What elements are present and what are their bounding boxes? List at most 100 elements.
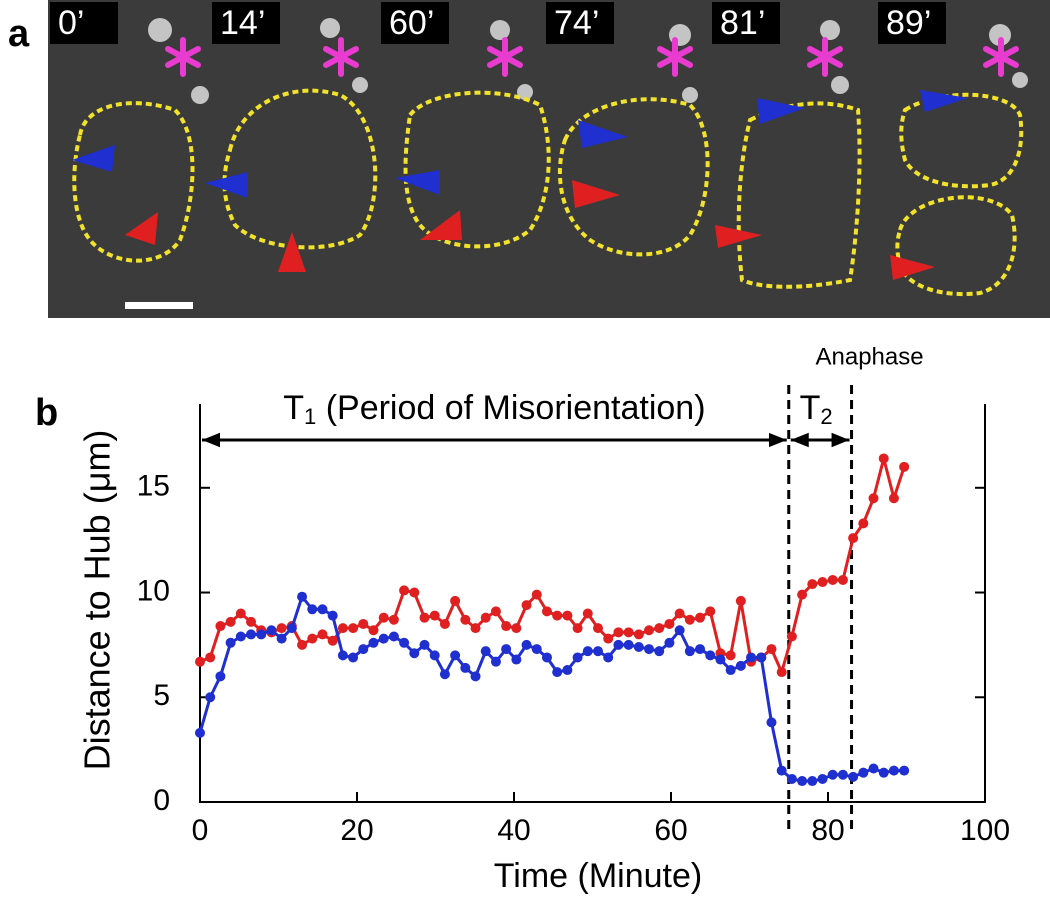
data-point — [490, 656, 501, 667]
y-tick-label: 0 — [153, 784, 170, 817]
data-point — [746, 652, 757, 663]
data-point — [878, 453, 889, 464]
frame-time: 0’ — [58, 4, 84, 42]
data-point — [725, 665, 736, 676]
data-point — [817, 577, 828, 588]
data-point — [807, 776, 818, 787]
data-point — [307, 633, 318, 644]
data-point — [358, 618, 369, 629]
annotation-part: T — [283, 389, 304, 427]
data-point — [541, 606, 552, 617]
data-point — [368, 637, 379, 648]
frame-time: 89’ — [886, 4, 931, 42]
data-point — [848, 771, 859, 782]
data-point — [552, 667, 563, 678]
data-point — [674, 625, 685, 636]
data-point — [858, 767, 869, 778]
y-tick-label: 5 — [153, 679, 170, 712]
data-point — [419, 612, 430, 623]
annotation-part: T — [800, 389, 821, 427]
data-point — [541, 652, 552, 663]
data-point — [817, 773, 828, 784]
data-point — [348, 623, 359, 634]
x-tick-label: 20 — [340, 814, 373, 847]
panel-label: a — [8, 13, 30, 55]
data-point — [572, 623, 583, 634]
label-box — [50, 2, 118, 44]
data-point — [195, 727, 205, 738]
data-point — [735, 595, 746, 606]
x-axis-label: Time (Minute) — [494, 857, 702, 895]
series-line — [199, 458, 906, 677]
data-point — [450, 650, 461, 661]
data-point — [613, 627, 624, 638]
data-point — [297, 639, 308, 650]
data-point — [327, 610, 338, 621]
data-point — [858, 518, 869, 529]
x-tick-label: 80 — [811, 814, 844, 847]
data-point — [368, 625, 379, 636]
data-point — [215, 621, 226, 632]
data-point — [501, 621, 512, 632]
label-box — [381, 2, 449, 44]
data-point — [766, 644, 777, 655]
x-tick-label: 60 — [654, 814, 687, 847]
data-point — [766, 717, 777, 728]
data-point — [480, 612, 491, 623]
data-point — [848, 533, 859, 544]
data-point — [450, 595, 461, 606]
plot: 0 20 40 60 80 100 0 5 10 15 Time (Minute) Distance … — [77, 343, 1011, 895]
data-point — [623, 639, 634, 650]
data-point — [388, 631, 399, 642]
data-point — [644, 625, 655, 636]
data-point — [348, 652, 359, 663]
data-point — [490, 606, 501, 617]
data-point — [756, 652, 767, 663]
annotation-part: 2 — [820, 404, 832, 429]
data-point — [521, 639, 532, 650]
data-point — [317, 629, 328, 640]
data-point — [633, 629, 644, 640]
y-tick-label: 15 — [137, 470, 170, 503]
data-point — [225, 637, 236, 648]
data-point — [705, 606, 716, 617]
data-point — [439, 669, 450, 680]
data-point — [786, 773, 797, 784]
data-point — [674, 608, 685, 619]
label-box — [878, 2, 946, 44]
data-point — [837, 769, 848, 780]
data-point — [664, 618, 675, 629]
data-point — [460, 614, 471, 625]
annotation-part: 1 — [304, 404, 316, 429]
data-point — [633, 641, 644, 652]
data-point — [337, 650, 348, 661]
data-point — [725, 650, 736, 661]
data-point — [623, 627, 634, 638]
scale-bar — [125, 302, 193, 309]
data-point — [225, 616, 236, 627]
label-box — [712, 2, 780, 44]
data-point — [501, 644, 512, 655]
data-point — [878, 767, 889, 778]
data-point — [276, 623, 287, 634]
data-point — [205, 692, 216, 703]
data-point — [531, 644, 542, 655]
data-point — [470, 623, 481, 634]
data-point — [837, 574, 848, 585]
data-point — [797, 776, 808, 787]
data-point — [286, 623, 297, 634]
data-point — [786, 631, 797, 642]
data-point — [235, 631, 246, 642]
data-point — [337, 623, 348, 634]
panel-label: b — [35, 392, 58, 434]
data-point — [715, 654, 726, 665]
data-point — [735, 660, 746, 671]
annotation-t2: T2 — [800, 389, 833, 429]
axis-frame — [199, 404, 986, 803]
data-point — [684, 614, 695, 625]
data-point — [327, 635, 338, 646]
data-point — [470, 671, 481, 682]
data-point — [235, 608, 246, 619]
data-point — [246, 629, 257, 640]
